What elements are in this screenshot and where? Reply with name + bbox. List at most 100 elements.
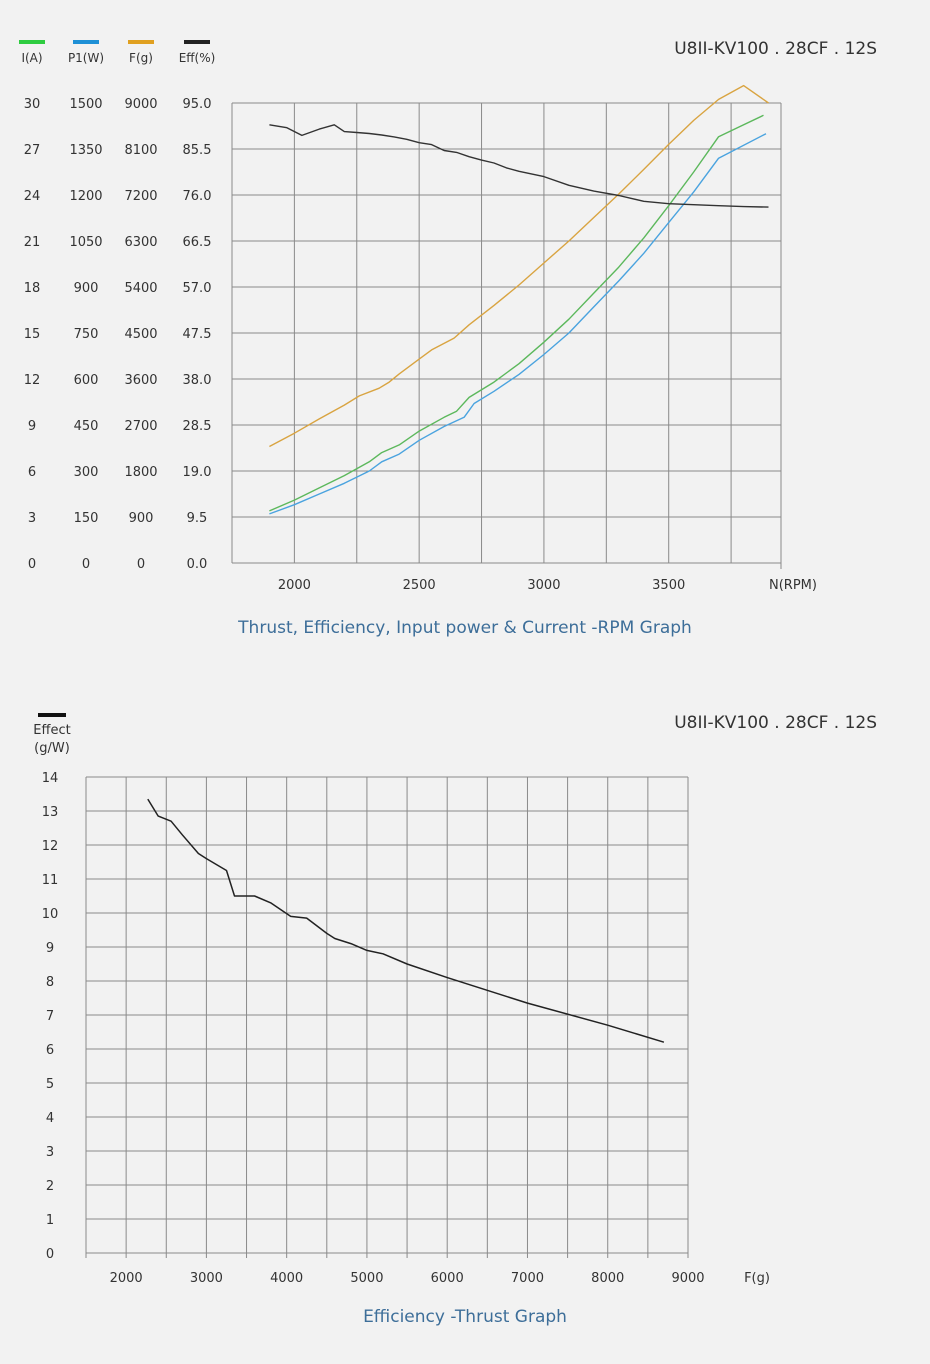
chart1-y-tick-label: 9.5 [187, 511, 208, 526]
chart2-y-label-line2: (g/W) [34, 741, 70, 756]
chart1-y-tick-label: 15 [24, 327, 41, 342]
chart2-y-tick-label: 6 [46, 1043, 54, 1058]
chart1-legend-swatch-2 [128, 40, 154, 44]
chart2-model-label: U8II-KV100 . 28CF . 12S [674, 713, 877, 733]
chart1-x-tick-labels: 2000 2500 3000 3500 [278, 578, 685, 593]
chart1-y-tick-label: 38.0 [183, 373, 212, 388]
chart1-series-line-0 [269, 114, 764, 512]
chart2-x-tick-label: 8000 [591, 1271, 624, 1286]
chart1-y-tick-label: 3600 [124, 373, 157, 388]
chart2-y-tick-label: 14 [42, 771, 59, 786]
chart1-legend-swatch-3 [184, 40, 210, 44]
chart1-x-tick-label: 2000 [278, 578, 311, 593]
chart1-y-tick-label: 1200 [69, 189, 102, 204]
chart2-x-tick-label: 9000 [671, 1271, 704, 1286]
chart1-y-tick-label: 150 [74, 511, 99, 526]
chart1-y-tick-label: 4500 [124, 327, 157, 342]
chart1-y-tick-label: 750 [74, 327, 99, 342]
chart1-legend: I(A) P1(W) F(g) Eff(%) [19, 40, 215, 65]
chart1-legend-swatch-1 [73, 40, 99, 44]
chart1-y-tick-label: 2700 [124, 419, 157, 434]
chart1-legend-label-2: F(g) [129, 51, 153, 65]
chart2-series-line-0 [147, 798, 665, 1043]
chart2-grid [85, 776, 689, 1258]
chart2-y-tick-label: 4 [46, 1111, 54, 1126]
chart1-y-tick-label: 21 [24, 235, 41, 250]
chart2-x-tick-label: 3000 [190, 1271, 223, 1286]
chart2-x-tick-label: 2000 [110, 1271, 143, 1286]
chart1-legend-label-0: I(A) [21, 51, 42, 65]
chart1-x-tick-label: 3000 [527, 578, 560, 593]
chart2-y-tick-label: 8 [46, 975, 54, 990]
chart1-legend-label-3: Eff(%) [179, 51, 216, 65]
chart1-legend-swatch-0 [19, 40, 45, 44]
chart1-y-tick-label: 9 [28, 419, 36, 434]
chart1-y-tick-label: 6300 [124, 235, 157, 250]
chart2-x-tick-labels: 2000 3000 4000 5000 6000 7000 8000 9000 [110, 1271, 705, 1286]
chart1-series-line-3 [269, 124, 769, 208]
chart1-y-tick-label: 6 [28, 465, 36, 480]
chart1-y-tick-label: 24 [24, 189, 41, 204]
chart1-y-tick-label: 0 [82, 557, 90, 572]
chart1-y-tick-label: 47.5 [183, 327, 212, 342]
chart2-legend-swatch [38, 713, 66, 717]
chart2-y-tick-label: 5 [46, 1077, 54, 1092]
chart2-y-tick-label: 7 [46, 1009, 54, 1024]
chart1-y-tick-label: 900 [129, 511, 154, 526]
chart1-y-tick-label: 1800 [124, 465, 157, 480]
chart1-x-tick-label: 3500 [652, 578, 685, 593]
chart1-y-tick-label: 8100 [124, 143, 157, 158]
chart1-caption: Thrust, Efficiency, Input power & Curren… [237, 618, 692, 638]
chart1-y-tick-label: 1350 [69, 143, 102, 158]
chart2-y-tick-label: 12 [42, 839, 59, 854]
chart1-y-tick-label: 300 [74, 465, 99, 480]
chart1-y-tick-label: 12 [24, 373, 41, 388]
chart2-y-tick-label: 1 [46, 1213, 54, 1228]
chart1-y-tick-label: 18 [24, 281, 41, 296]
chart1-y-tick-label: 450 [74, 419, 99, 434]
chart1-y-tick-label: 7200 [124, 189, 157, 204]
chart2-y-tick-label: 13 [42, 805, 59, 820]
chart1-y-tick-label: 0 [28, 557, 36, 572]
chart2-y-tick-label: 3 [46, 1145, 54, 1160]
chart2-x-tick-label: 7000 [511, 1271, 544, 1286]
chart1-series-line-2 [269, 84, 769, 448]
chart2-y-tick-label: 10 [42, 907, 59, 922]
chart1-y-tick-label: 19.0 [183, 465, 212, 480]
chart1-y-tick-labels: 0369121518212427300150300450600750900105… [24, 97, 212, 572]
chart2-y-tick-label: 9 [46, 941, 54, 956]
chart2-y-label-line1: Effect [33, 723, 70, 738]
chart1-model-label: U8II-KV100 . 28CF . 12S [674, 39, 877, 59]
chart1-y-tick-label: 1500 [69, 97, 102, 112]
chart1-legend-label-1: P1(W) [68, 51, 104, 65]
chart2-y-tick-label: 0 [46, 1247, 54, 1262]
chart1-y-tick-label: 9000 [124, 97, 157, 112]
rpm-performance-chart: I(A) P1(W) F(g) Eff(%) 0 3 6 9 12 15 18 21 24 27 300 1… [19, 39, 877, 638]
chart1-y-tick-label: 76.0 [183, 189, 212, 204]
chart2-series [147, 798, 665, 1043]
chart2-caption: Efficiency -Thrust Graph [363, 1307, 567, 1327]
chart1-series-line-1 [269, 133, 767, 515]
chart1-y-tick-label: 5400 [124, 281, 157, 296]
chart2-y-tick-label: 2 [46, 1179, 54, 1194]
chart1-y-tick-label: 27 [24, 143, 41, 158]
chart2-x-tick-label: 6000 [431, 1271, 464, 1286]
chart1-y-tick-label: 0.0 [187, 557, 208, 572]
chart1-y-tick-label: 57.0 [183, 281, 212, 296]
chart1-y-tick-label: 900 [74, 281, 99, 296]
chart1-y-tick-label: 3 [28, 511, 36, 526]
chart1-x-tick-label: 2500 [403, 578, 436, 593]
chart1-y-tick-label: 0 [137, 557, 145, 572]
chart1-grid [231, 102, 782, 569]
chart1-y-tick-label: 95.0 [183, 97, 212, 112]
chart2-y-tick-label: 11 [42, 873, 59, 888]
chart1-y-tick-label: 85.5 [183, 143, 212, 158]
chart1-series [269, 84, 769, 515]
chart2-x-unit-label: F(g) [744, 1271, 770, 1286]
chart1-x-unit-label: N(RPM) [769, 578, 817, 593]
chart1-y-tick-label: 66.5 [183, 235, 212, 250]
chart2-x-tick-label: 5000 [350, 1271, 383, 1286]
